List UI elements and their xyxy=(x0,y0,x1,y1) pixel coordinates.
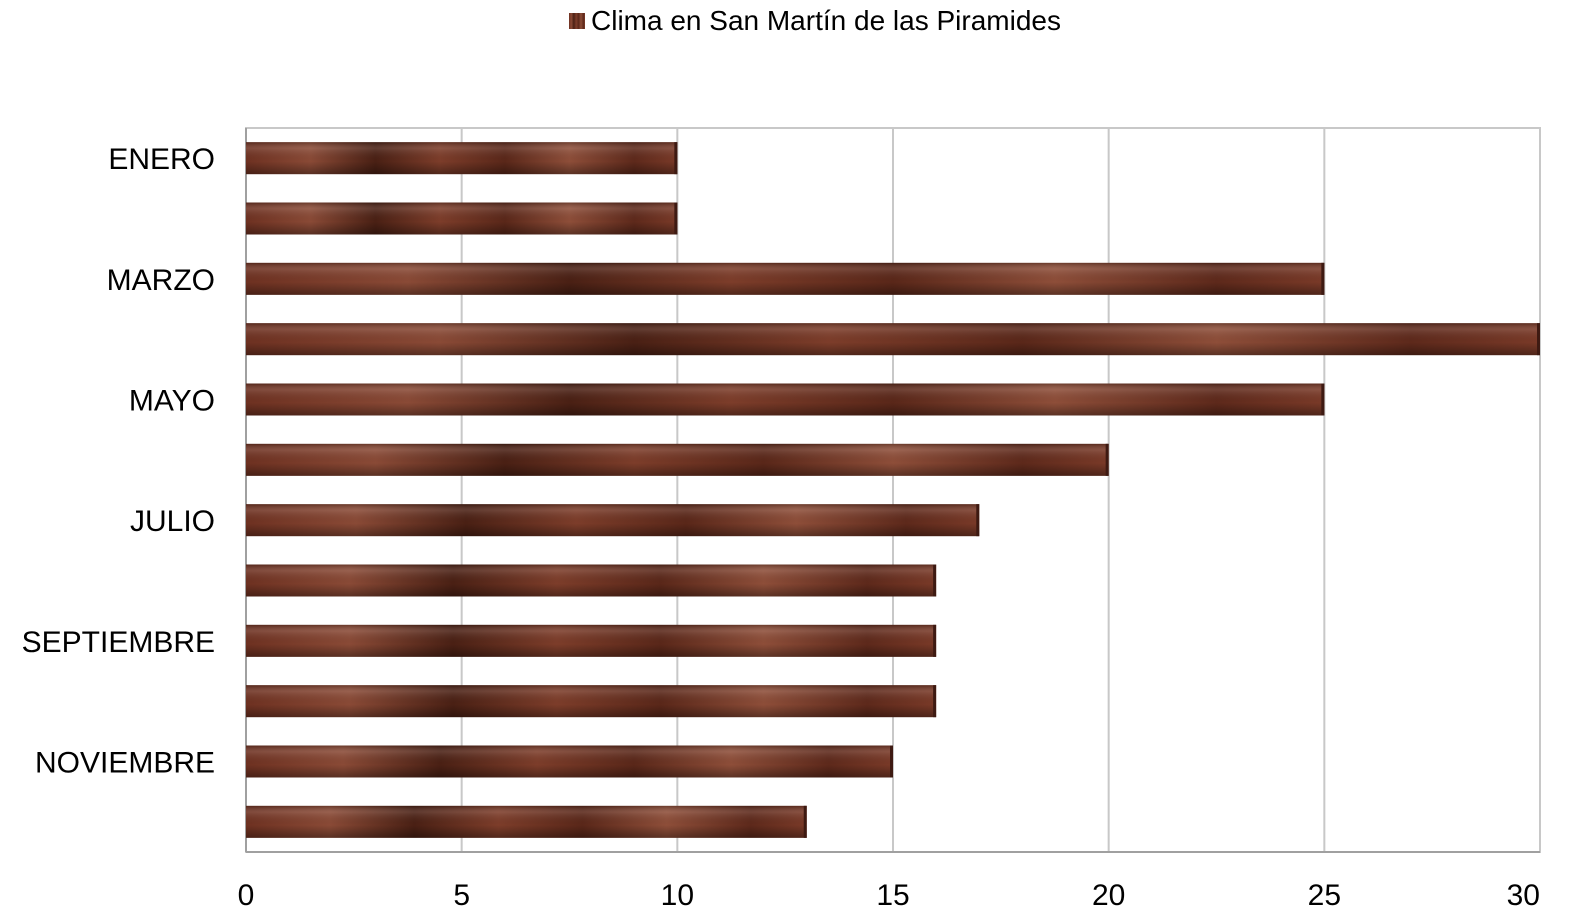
x-tick-label: 15 xyxy=(876,879,909,912)
bar-shade xyxy=(246,685,937,718)
bar-end-cap xyxy=(674,142,678,175)
bar-shade xyxy=(246,262,1325,295)
bar-shade xyxy=(246,323,1540,356)
bar-end-cap xyxy=(674,202,678,235)
bar-end-cap xyxy=(1105,443,1109,476)
legend: Clima en San Martín de las Piramides xyxy=(569,5,1061,36)
x-tick-label: 0 xyxy=(238,879,255,912)
category-label: MARZO xyxy=(107,264,215,297)
bar-end-cap xyxy=(933,685,937,718)
category-labels: ENERO MARZO MAYO JULIO SEPTIEMBRE NOVIEMBRE xyxy=(22,143,215,779)
bar-shade xyxy=(246,745,893,778)
bar-end-cap xyxy=(803,805,807,838)
bar-shade xyxy=(246,202,678,235)
bar xyxy=(246,142,678,175)
bar-end-cap xyxy=(1321,262,1325,295)
bar xyxy=(246,202,678,235)
bar-shade xyxy=(246,142,678,175)
bar xyxy=(246,443,1109,476)
x-tick-label: 5 xyxy=(453,879,470,912)
bar-end-cap xyxy=(1537,323,1540,356)
bar xyxy=(246,564,937,597)
bars xyxy=(246,142,1540,838)
x-tick-label: 25 xyxy=(1308,879,1341,912)
category-label: MAYO xyxy=(129,385,215,418)
category-label: NOVIEMBRE xyxy=(35,747,215,780)
bar-shade xyxy=(246,383,1325,416)
bar xyxy=(246,504,980,537)
x-tick-label: 20 xyxy=(1092,879,1125,912)
gridlines xyxy=(245,128,1541,852)
category-label: ENERO xyxy=(108,143,215,176)
bar xyxy=(246,262,1325,295)
category-label: SEPTIEMBRE xyxy=(22,626,215,659)
bar-shade xyxy=(246,564,937,597)
bar-shade xyxy=(246,624,937,657)
bar xyxy=(246,624,937,657)
bar xyxy=(246,745,893,778)
x-tick-label: 10 xyxy=(661,879,694,912)
bar-end-cap xyxy=(933,624,937,657)
legend-label: Clima en San Martín de las Piramides xyxy=(591,5,1061,36)
bar-shade xyxy=(246,805,807,838)
bar xyxy=(246,685,937,718)
plot-area: 0 5 10 15 20 25 30 ENERO MARZO MAYO JULIO SEPTIEMB… xyxy=(22,127,1541,912)
bar xyxy=(246,383,1325,416)
bar-end-cap xyxy=(1321,383,1325,416)
bar xyxy=(246,323,1540,356)
category-label: JULIO xyxy=(130,505,215,538)
x-axis-ticks: 0 5 10 15 20 25 30 xyxy=(238,879,1540,912)
bar-end-cap xyxy=(890,745,893,778)
bar-end-cap xyxy=(933,564,937,597)
bar-end-cap xyxy=(976,504,980,537)
bar-shade xyxy=(246,443,1109,476)
bar-shade xyxy=(246,504,980,537)
legend-swatch xyxy=(569,13,585,29)
x-tick-label: 30 xyxy=(1507,879,1540,912)
bar xyxy=(246,805,807,838)
